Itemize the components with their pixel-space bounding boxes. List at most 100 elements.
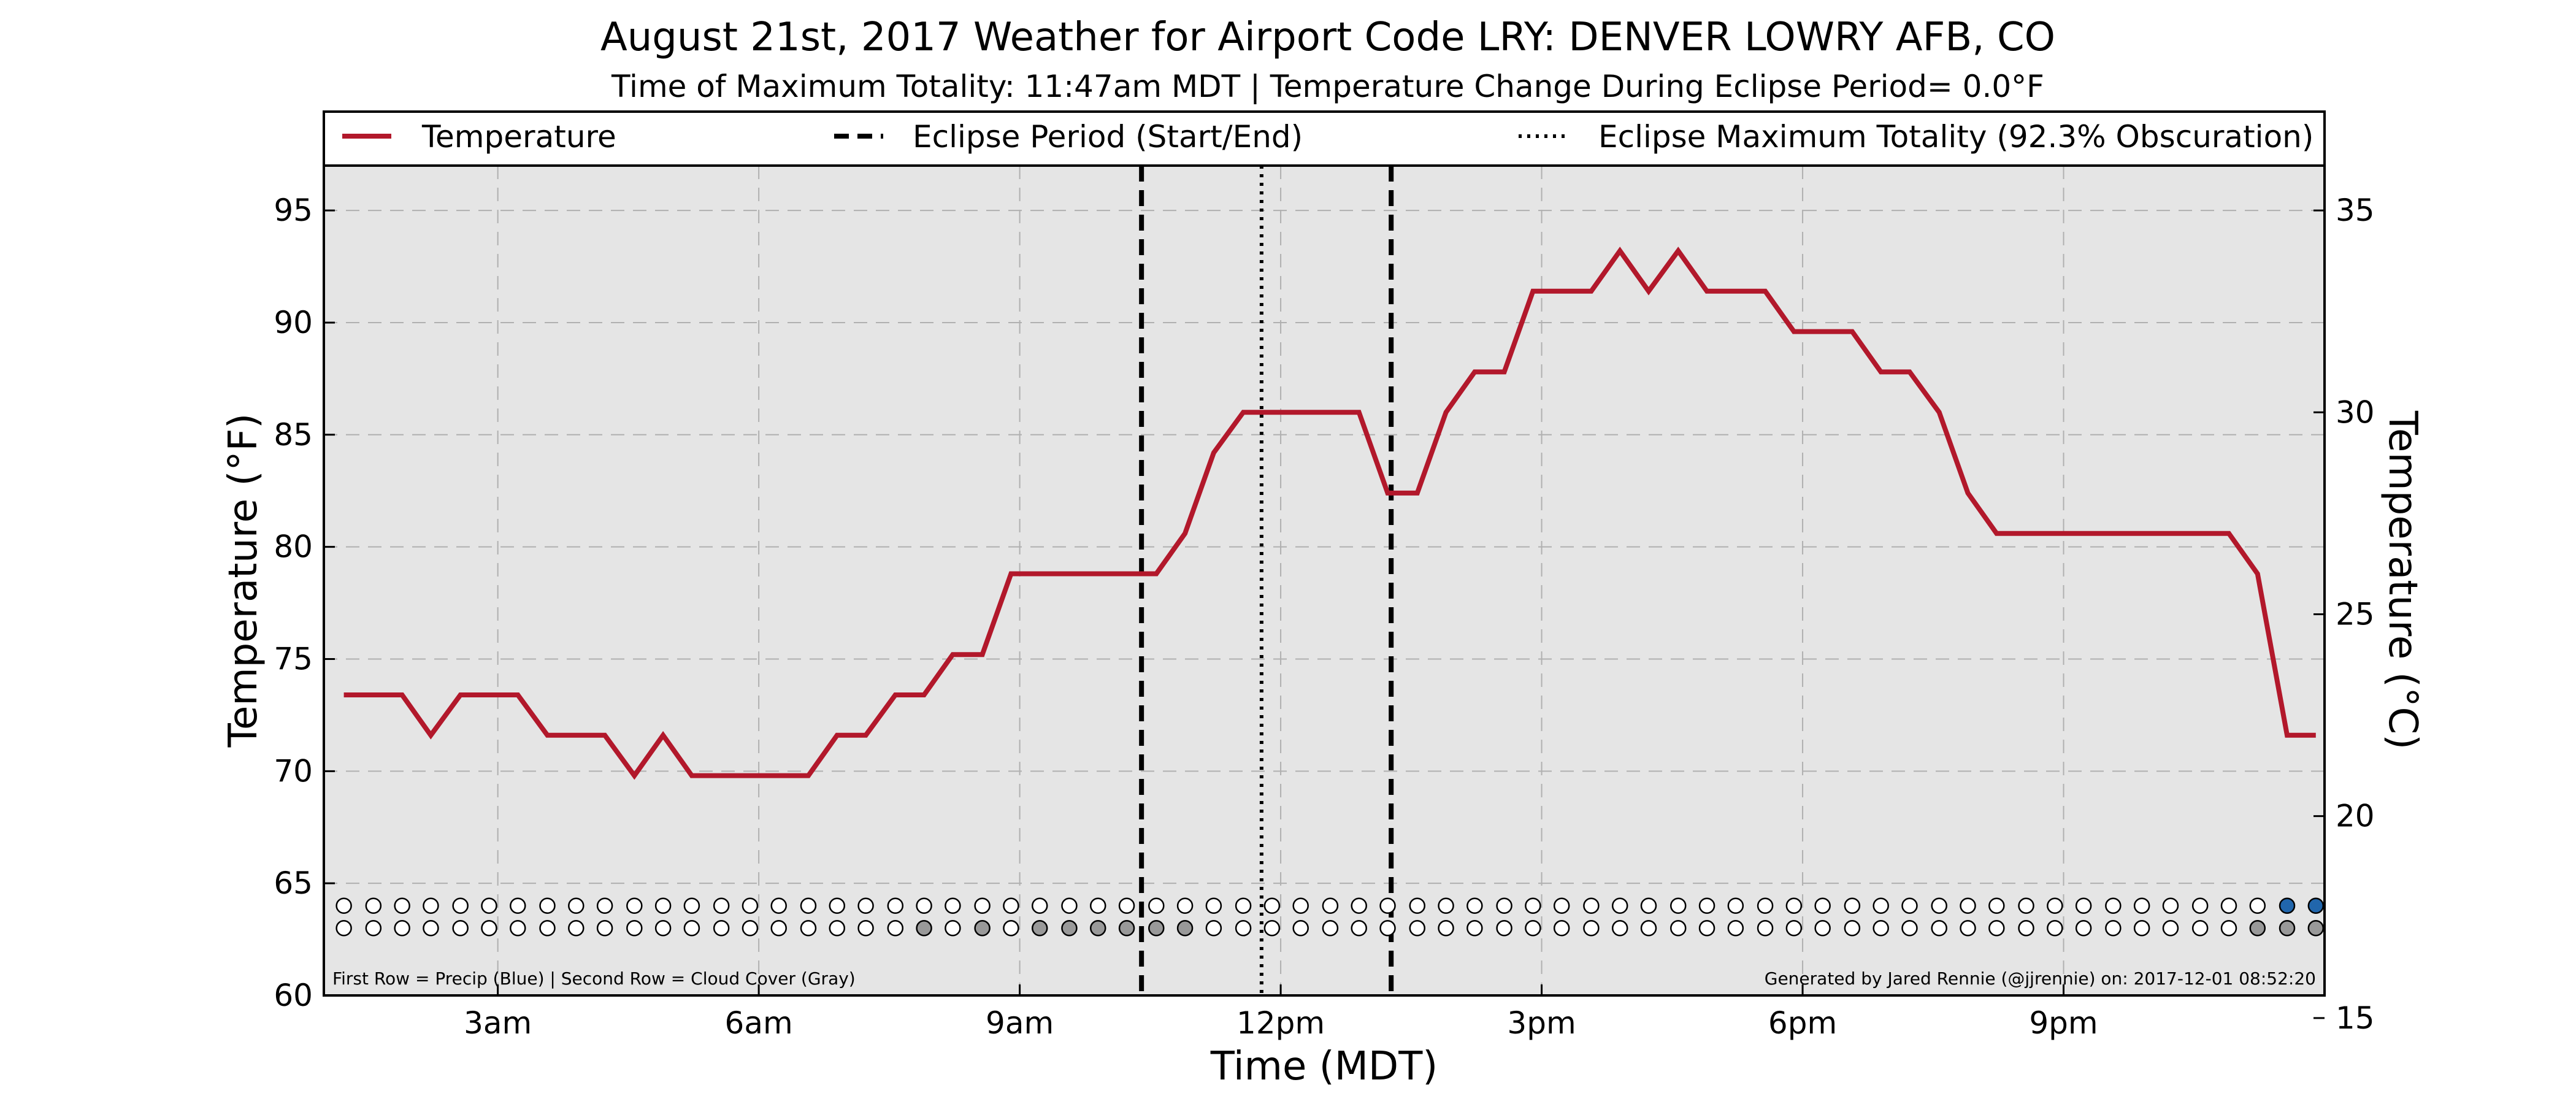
cloud-dot	[1698, 920, 1715, 937]
grid	[324, 166, 2325, 995]
cloud-dot	[1148, 920, 1165, 937]
legend-box	[323, 110, 2326, 167]
precip-dot	[510, 897, 526, 914]
precip-dot	[1090, 897, 1106, 914]
cloud-dot	[1640, 920, 1657, 937]
precip-dot	[1205, 897, 1222, 914]
precip-dot	[1496, 897, 1512, 914]
precip-dot	[1553, 897, 1570, 914]
precip-dot	[1263, 897, 1281, 914]
cloud-dot	[1525, 920, 1541, 937]
cloud-dot	[1844, 920, 1861, 937]
x-tick-label: 6pm	[1768, 1005, 1837, 1041]
cloud-dot	[1727, 920, 1744, 937]
precip-dot	[423, 897, 439, 914]
precip-dot	[2162, 897, 2179, 914]
precip-dot	[596, 897, 613, 914]
precip-dot	[974, 897, 991, 914]
precip-dot	[2075, 897, 2092, 914]
precip-dot	[683, 897, 700, 914]
cloud-dot	[857, 920, 874, 937]
y-right-tick-label: 20	[2336, 799, 2375, 834]
cloud-dot	[1292, 920, 1309, 937]
series-layer	[343, 247, 2316, 780]
y-tick-label: 75	[274, 641, 313, 677]
cloud-dot	[539, 920, 556, 937]
precip-dot	[2279, 897, 2296, 914]
y-tick-label: 90	[274, 305, 313, 340]
cloud-dot	[1235, 920, 1252, 937]
legend-temperature-label: Temperature	[421, 119, 616, 155]
precip-dot	[800, 897, 817, 914]
precip-dot	[1873, 897, 1889, 914]
x-tick-label: 3pm	[1507, 1005, 1576, 1041]
axes: 60 65 70 75 80 85 90 95 3am 6am 9am 12pm 3pm 6pm 9pm 15…	[274, 193, 2374, 1041]
precip-dot	[1061, 897, 1078, 914]
y-axis-label-left: Temperature (°F)	[221, 413, 266, 748]
precip-dot	[916, 897, 932, 914]
cloud-dot	[654, 920, 672, 937]
cloud-dot	[1031, 920, 1048, 937]
precip-dot	[2105, 897, 2122, 914]
cloud-dot	[800, 920, 817, 937]
precip-dot	[2047, 897, 2063, 914]
cloud-dot	[1757, 920, 1774, 937]
precip-dot	[1583, 897, 1600, 914]
legend-eclipse-period-label: Eclipse Period (Start/End)	[913, 119, 1303, 155]
precip-dot	[394, 897, 410, 914]
cloud-dot	[1379, 920, 1396, 937]
cloud-dot	[1873, 920, 1889, 937]
plot-area	[324, 166, 2325, 995]
precip-dot	[2191, 897, 2209, 914]
cloud-dot	[1351, 920, 1367, 937]
precip-dot	[335, 897, 352, 914]
precip-dot	[1844, 897, 1861, 914]
precip-dot	[1931, 897, 1947, 914]
cloud-dot	[1322, 920, 1339, 937]
precip-dot	[1785, 897, 1803, 914]
precip-dot	[857, 897, 874, 914]
precip-dot	[2249, 897, 2266, 914]
precip-dot	[1351, 897, 1367, 914]
cloud-dot	[1061, 920, 1078, 937]
cloud-dot	[510, 920, 526, 937]
cloud-dot	[1669, 920, 1687, 937]
precip-dot	[1003, 897, 1019, 914]
eclipse-markers	[1139, 166, 1394, 995]
cloud-dot	[1785, 920, 1803, 937]
x-tick-label: 9am	[986, 1005, 1054, 1041]
chart-subtitle: Time of Maximum Totality: 11:47am MDT | …	[611, 69, 2044, 104]
cloud-dot	[770, 920, 788, 937]
legend-max-totality-label: Eclipse Maximum Totality (92.3% Obscurat…	[1598, 119, 2313, 155]
cloud-dot	[365, 920, 382, 937]
y-right-tick-label: 30	[2336, 394, 2375, 430]
cloud-dot	[596, 920, 613, 937]
y-right-tick-label: 15	[2336, 1000, 2375, 1036]
cloud-dot	[1814, 920, 1831, 937]
x-tick-label: 6am	[725, 1005, 793, 1041]
cloud-dot	[2047, 920, 2063, 937]
precip-dot	[1148, 897, 1165, 914]
precip-dot	[829, 897, 846, 914]
precip-dot	[2307, 897, 2325, 914]
cloud-dot	[335, 920, 352, 937]
y-tick-label: 60	[274, 978, 313, 1013]
precip-dot	[1118, 897, 1135, 914]
precip-dot	[1698, 897, 1715, 914]
cloud-dot	[1176, 920, 1194, 937]
cloud-dot	[916, 920, 932, 937]
cloud-dot	[1118, 920, 1135, 937]
cloud-dot	[2307, 920, 2325, 937]
precip-dot	[1235, 897, 1252, 914]
cloud-dot	[2075, 920, 2092, 937]
cloud-dot	[2220, 920, 2237, 937]
precip-dot	[1031, 897, 1048, 914]
cloud-dot	[1003, 920, 1019, 937]
y-axis-label-right: Temperature (°C)	[2380, 410, 2425, 749]
chart-title: August 21st, 2017 Weather for Airport Co…	[600, 15, 2055, 60]
precip-dot	[2220, 897, 2237, 914]
cloud-dot	[683, 920, 700, 937]
precip-dot	[1611, 897, 1628, 914]
precip-dot	[1960, 897, 1976, 914]
